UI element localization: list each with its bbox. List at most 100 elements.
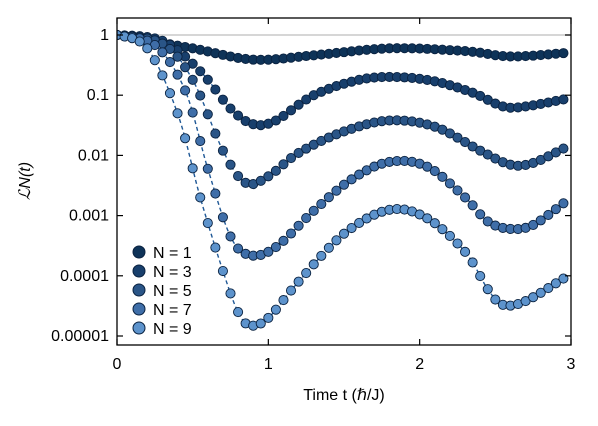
- data-point: [233, 243, 244, 254]
- data-point: [278, 159, 289, 170]
- data-point: [134, 36, 145, 47]
- legend-label: N = 1: [153, 245, 192, 262]
- data-point: [210, 188, 221, 199]
- data-point: [543, 209, 554, 220]
- data-point: [157, 70, 168, 81]
- data-point: [180, 133, 191, 144]
- axis-ticks: 0 1 2 3 1 0.1 0.01 0.001 0.0001 0.00001: [51, 18, 576, 373]
- data-point: [164, 88, 176, 99]
- y-tick-label: 0.01: [78, 147, 109, 164]
- data-point: [301, 267, 312, 279]
- data-point: [195, 136, 206, 147]
- data-point: [316, 198, 327, 210]
- data-point: [202, 163, 213, 174]
- data-point: [535, 215, 546, 226]
- data-point: [225, 159, 236, 170]
- data-point: [558, 143, 569, 154]
- data-point: [528, 292, 539, 303]
- x-axis-label: Time t (ℏ/J): [303, 387, 385, 404]
- data-point: [429, 166, 440, 177]
- data-point: [308, 259, 319, 270]
- data-point: [475, 271, 486, 282]
- data-point: [323, 192, 334, 203]
- data-point: [225, 288, 236, 299]
- data-point: [437, 224, 448, 235]
- data-point: [142, 43, 153, 54]
- data-point: [354, 217, 365, 228]
- data-point: [467, 257, 478, 268]
- legend-marker: [132, 283, 146, 297]
- data-point: [187, 74, 198, 85]
- data-point: [157, 47, 168, 58]
- data-point: [195, 66, 206, 77]
- data-point: [558, 48, 569, 59]
- data-point: [187, 163, 198, 174]
- data-point: [437, 171, 448, 182]
- legend-marker: [132, 245, 146, 259]
- data-point: [195, 90, 206, 101]
- data-point: [210, 242, 221, 253]
- data-point: [482, 284, 493, 295]
- data-point: [172, 69, 183, 80]
- series-3: [117, 29, 569, 131]
- data-point: [270, 165, 281, 176]
- data-point: [255, 175, 266, 186]
- data-point: [164, 57, 176, 68]
- data-point: [482, 216, 493, 227]
- data-point: [217, 94, 228, 105]
- data-point: [293, 276, 304, 287]
- data-point: [217, 212, 228, 223]
- data-point: [278, 295, 289, 306]
- data-point: [558, 198, 569, 209]
- legend-label: N = 7: [153, 302, 192, 319]
- y-tick-label: 0.00001: [51, 328, 109, 345]
- legend-label: N = 9: [153, 321, 192, 338]
- data-point: [202, 218, 213, 229]
- data-point: [338, 228, 350, 239]
- data-point: [467, 141, 478, 152]
- data-point: [285, 105, 297, 116]
- data-point: [490, 294, 501, 305]
- data-point: [187, 107, 198, 118]
- data-point: [452, 185, 463, 196]
- data-point: [270, 242, 281, 253]
- data-point: [180, 85, 191, 96]
- data-point: [558, 94, 569, 105]
- data-point: [217, 265, 228, 277]
- data-point: [444, 230, 455, 241]
- data-point: [422, 213, 433, 224]
- data-point: [217, 145, 228, 156]
- data-point: [293, 147, 304, 158]
- data-point: [550, 278, 561, 289]
- data-point: [270, 304, 281, 315]
- legend-marker: [132, 302, 146, 316]
- plot-frame: [116, 17, 572, 346]
- data-point: [225, 231, 236, 242]
- data-point: [270, 115, 281, 126]
- data-point: [308, 205, 319, 216]
- data-point: [467, 200, 478, 211]
- data-point: [444, 178, 455, 189]
- series-9: [117, 29, 569, 331]
- data-point: [346, 174, 357, 185]
- data-point: [444, 128, 455, 139]
- data-point: [354, 169, 365, 180]
- legend-marker: [132, 264, 146, 278]
- data-point: [535, 287, 546, 298]
- data-point: [301, 212, 312, 224]
- x-tick-label: 0: [113, 356, 122, 373]
- data-point: [293, 99, 304, 110]
- data-point: [172, 51, 183, 62]
- data-point: [202, 109, 213, 120]
- data-point: [225, 103, 236, 114]
- data-point: [429, 218, 440, 229]
- legend-label: N = 3: [153, 264, 192, 281]
- x-tick-label: 1: [264, 356, 273, 373]
- legend: N = 1 N = 3 N = 5 N = 7 N = 9: [132, 245, 192, 338]
- data-point: [460, 137, 471, 148]
- data-point: [301, 94, 312, 105]
- data-point: [543, 283, 554, 294]
- data-point: [263, 246, 274, 257]
- data-point: [149, 55, 160, 66]
